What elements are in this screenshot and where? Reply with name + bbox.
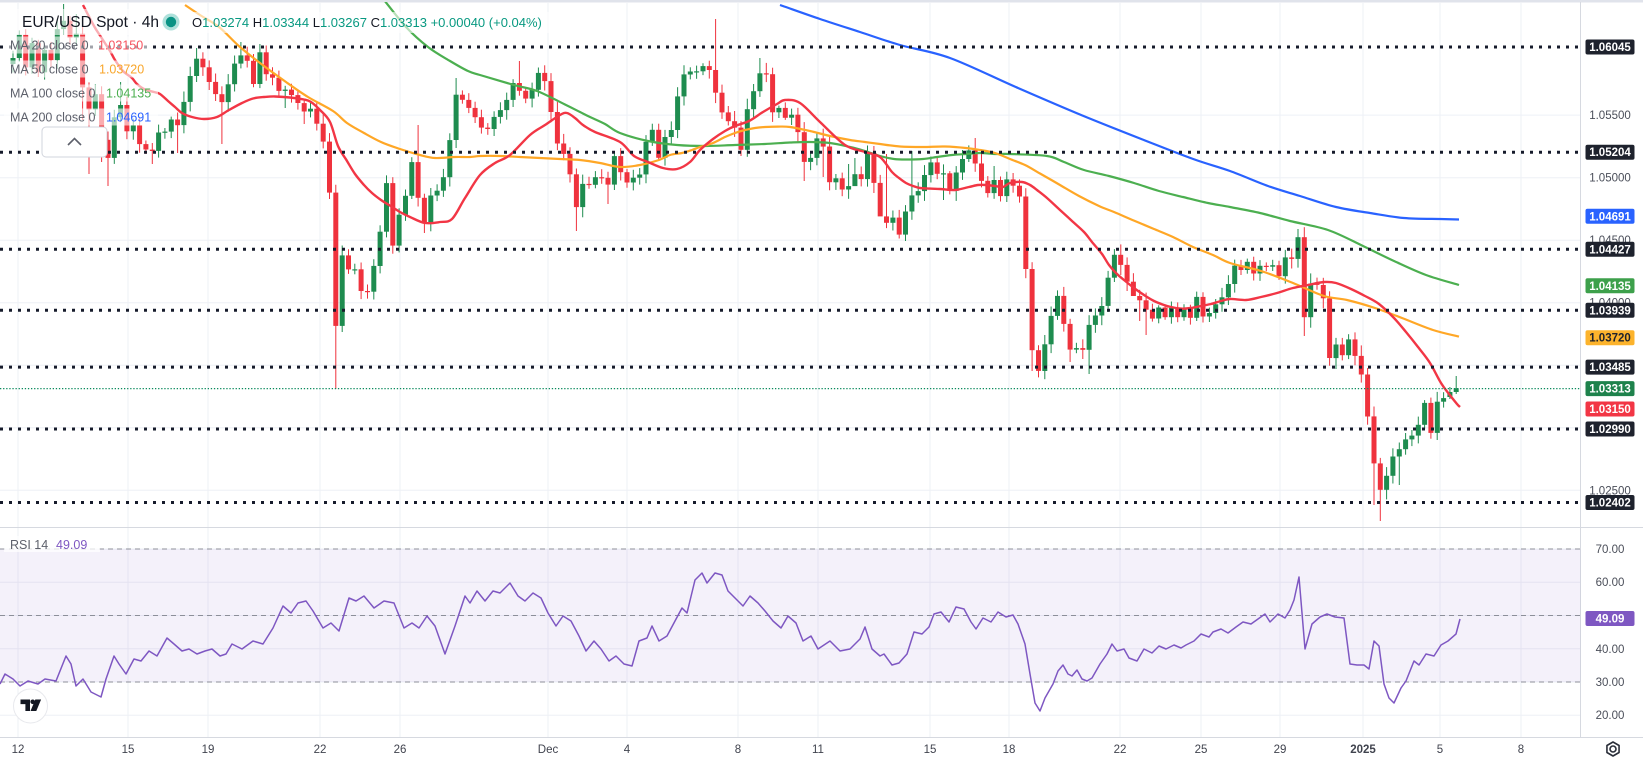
svg-text:1.05204: 1.05204 [1589,147,1631,159]
svg-text:O1.03274 H1.03344 L1.03267 C1.: O1.03274 H1.03344 L1.03267 C1.03313 +0.0… [192,15,542,30]
svg-text:22: 22 [314,744,327,756]
svg-text:40.00: 40.00 [1596,644,1625,656]
svg-text:30.00: 30.00 [1596,677,1625,689]
svg-text:1.05000: 1.05000 [1589,173,1631,185]
svg-text:1.04135: 1.04135 [106,87,151,101]
svg-text:18: 18 [1003,744,1016,756]
svg-text:1.03150: 1.03150 [98,39,143,53]
svg-text:4: 4 [624,744,631,756]
svg-text:1.05500: 1.05500 [1589,110,1631,122]
svg-text:1.04691: 1.04691 [106,111,151,125]
svg-text:22: 22 [1114,744,1127,756]
svg-text:1.04427: 1.04427 [1589,244,1631,256]
svg-text:EUR/USD Spot · 4h: EUR/USD Spot · 4h [22,14,159,31]
svg-text:8: 8 [1518,744,1524,756]
svg-text:MA 50 close 0: MA 50 close 0 [10,63,89,77]
svg-text:19: 19 [202,744,215,756]
svg-text:1.04691: 1.04691 [1589,211,1631,223]
svg-text:49.09: 49.09 [56,538,87,552]
svg-text:1.03313: 1.03313 [1589,384,1631,396]
svg-text:15: 15 [122,744,135,756]
svg-text:25: 25 [1195,744,1208,756]
svg-text:1.02990: 1.02990 [1589,424,1631,436]
svg-text:20.00: 20.00 [1596,710,1625,722]
svg-text:MA 20 close 0: MA 20 close 0 [10,39,89,53]
svg-text:1.03720: 1.03720 [99,63,144,77]
svg-text:1.03485: 1.03485 [1589,362,1631,374]
svg-text:1.02402: 1.02402 [1589,498,1631,510]
svg-text:5: 5 [1437,744,1443,756]
svg-text:RSI 14: RSI 14 [10,538,48,552]
svg-text:29: 29 [1274,744,1287,756]
svg-text:1.03150: 1.03150 [1589,404,1631,416]
svg-text:15: 15 [924,744,937,756]
svg-text:1.04135: 1.04135 [1589,281,1631,293]
svg-text:Dec: Dec [538,744,559,756]
svg-text:11: 11 [812,744,824,756]
svg-text:70.00: 70.00 [1596,544,1625,556]
svg-text:60.00: 60.00 [1596,577,1625,589]
svg-text:MA 200 close 0: MA 200 close 0 [10,111,96,125]
svg-text:26: 26 [394,744,407,756]
svg-text:2025: 2025 [1350,744,1376,756]
svg-text:1.03720: 1.03720 [1589,333,1631,345]
svg-text:49.09: 49.09 [1596,614,1625,626]
svg-text:1.02500: 1.02500 [1589,485,1631,497]
svg-text:1.06045: 1.06045 [1589,42,1631,54]
svg-text:1.03939: 1.03939 [1589,305,1631,317]
svg-text:12: 12 [12,744,25,756]
svg-text:MA 100 close 0: MA 100 close 0 [10,87,96,101]
svg-text:8: 8 [735,744,741,756]
